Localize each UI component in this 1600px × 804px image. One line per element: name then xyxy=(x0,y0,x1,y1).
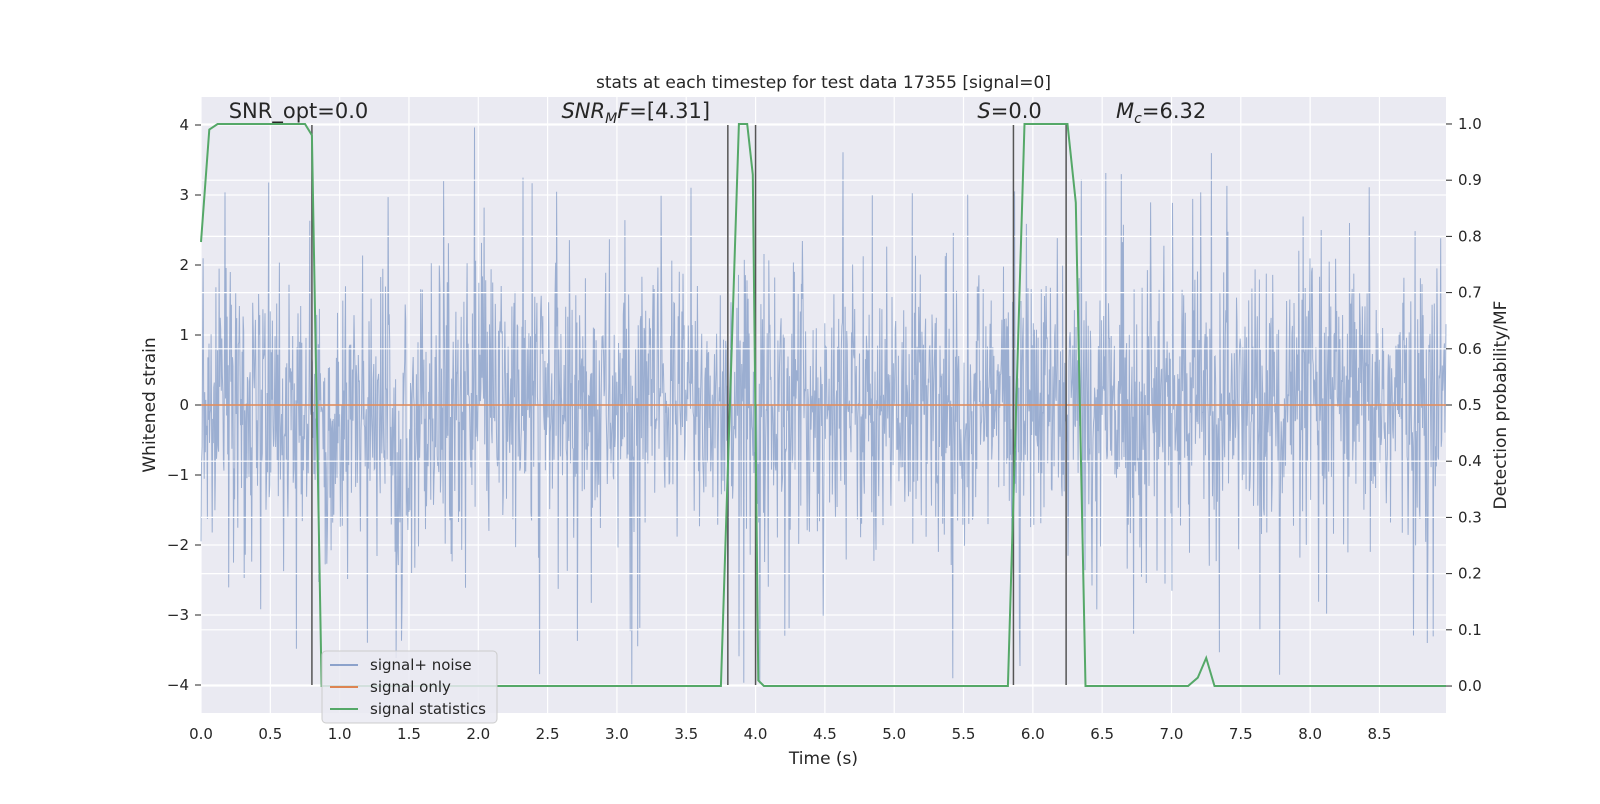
vertical-markers xyxy=(311,125,1067,685)
x-tick-label: 1.0 xyxy=(328,725,352,743)
y-tick-label: −4 xyxy=(167,676,189,694)
legend-label: signal only xyxy=(370,678,451,696)
annotation: Mc=6.32 xyxy=(1116,99,1206,127)
x-tick-label: 6.5 xyxy=(1090,725,1114,743)
x-tick-label: 6.0 xyxy=(1021,725,1045,743)
x-tick-label: 2.0 xyxy=(466,725,490,743)
x-tick-label: 5.5 xyxy=(952,725,976,743)
x-axis-label: Time (s) xyxy=(788,749,858,769)
annotation: SNR_opt=0.0 xyxy=(229,99,369,124)
y-tick-label: 1 xyxy=(179,326,189,344)
x-tick-label: 7.0 xyxy=(1160,725,1184,743)
y-tick-label: −2 xyxy=(167,536,189,554)
legend-label: signal+ noise xyxy=(370,656,472,674)
y2-tick-label: 0.4 xyxy=(1458,452,1482,470)
x-tick-label: 4.5 xyxy=(813,725,837,743)
x-tick-label: 2.5 xyxy=(536,725,560,743)
y-tick-label: −1 xyxy=(167,466,189,484)
x-tick-label: 1.5 xyxy=(397,725,421,743)
y2-tick-label: 0.0 xyxy=(1458,677,1482,695)
x-axis-ticks: 0.0 0.5 1.0 1.5 2.0 2.5 3.0 3.5 4.0 4.5 5.0 5.5 6.0 6… xyxy=(189,725,1391,743)
chart-title: stats at each timestep for test data 173… xyxy=(596,73,1051,93)
series-signal-noise xyxy=(200,127,1447,685)
annotation: SNRMF=[4.31] xyxy=(561,99,710,127)
y-axis-ticks: −4 −3 −2 −1 0 1 2 3 4 xyxy=(167,116,201,694)
y2-tick-label: 0.1 xyxy=(1458,621,1482,639)
y-tick-label: 4 xyxy=(179,116,189,134)
x-tick-label: 8.5 xyxy=(1368,725,1392,743)
line-signal-statistics xyxy=(200,123,1446,687)
y-tick-label: 2 xyxy=(179,256,189,274)
legend-label: signal statistics xyxy=(370,700,486,718)
y2-tick-label: 1.0 xyxy=(1458,115,1482,133)
series-signal-statistics xyxy=(200,123,1446,687)
x-tick-label: 7.5 xyxy=(1229,725,1253,743)
y2-tick-label: 0.5 xyxy=(1458,396,1482,414)
y2-tick-label: 0.8 xyxy=(1458,227,1482,245)
y2-tick-label: 0.9 xyxy=(1458,171,1482,189)
y-axis-label: Whitened strain xyxy=(140,337,160,472)
line-signal-noise xyxy=(200,127,1447,685)
x-tick-label: 0.5 xyxy=(258,725,282,743)
y2-tick-label: 0.6 xyxy=(1458,340,1482,358)
x-tick-label: 4.0 xyxy=(744,725,768,743)
y-tick-label: −3 xyxy=(167,606,189,624)
x-tick-label: 0.0 xyxy=(189,725,213,743)
annotation: S=0.0 xyxy=(977,99,1041,123)
y-tick-label: 3 xyxy=(179,186,189,204)
x-tick-label: 3.0 xyxy=(605,725,629,743)
x-tick-label: 3.5 xyxy=(674,725,698,743)
legend-box xyxy=(321,650,498,724)
annotations: SNR_opt=0.0 SNRMF=[4.31] S=0.0 Mc=6.32 xyxy=(229,99,1206,127)
legend: signal+ noise signal only signal statistic… xyxy=(321,650,498,724)
x-tick-label: 5.0 xyxy=(882,725,906,743)
y2-axis-label: Detection probability/MF xyxy=(1491,301,1511,510)
y-tick-label: 0 xyxy=(179,396,189,414)
y2-tick-label: 0.3 xyxy=(1458,508,1482,526)
y2-axis-ticks: 0.0 0.1 0.2 0.3 0.4 0.5 0.6 0.7 0.8 0.9 1.0 xyxy=(1446,115,1482,695)
y2-tick-label: 0.7 xyxy=(1458,284,1482,302)
x-tick-label: 8.0 xyxy=(1298,725,1322,743)
y2-tick-label: 0.2 xyxy=(1458,565,1482,583)
